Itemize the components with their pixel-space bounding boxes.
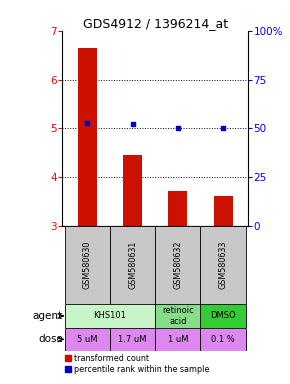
Text: DMSO: DMSO <box>210 311 236 321</box>
Bar <box>123 155 142 226</box>
FancyBboxPatch shape <box>65 304 155 328</box>
Text: retinoic
acid: retinoic acid <box>162 306 194 326</box>
Text: GSM580632: GSM580632 <box>173 241 182 290</box>
Text: 5 uM: 5 uM <box>77 335 97 344</box>
FancyBboxPatch shape <box>155 328 200 351</box>
Text: dose: dose <box>38 334 63 344</box>
Text: KHS101: KHS101 <box>93 311 126 321</box>
Bar <box>78 48 97 226</box>
FancyBboxPatch shape <box>155 226 200 304</box>
Text: GSM580631: GSM580631 <box>128 241 137 290</box>
Text: 1 uM: 1 uM <box>168 335 188 344</box>
FancyBboxPatch shape <box>200 328 246 351</box>
Point <box>221 125 225 131</box>
Bar <box>213 196 233 226</box>
Title: GDS4912 / 1396214_at: GDS4912 / 1396214_at <box>83 17 228 30</box>
Point <box>130 121 135 127</box>
FancyBboxPatch shape <box>200 226 246 304</box>
Text: 1.7 uM: 1.7 uM <box>118 335 147 344</box>
Point <box>85 119 90 126</box>
FancyBboxPatch shape <box>110 226 155 304</box>
Text: 0.1 %: 0.1 % <box>211 335 235 344</box>
Point <box>175 125 180 131</box>
Legend: transformed count, percentile rank within the sample: transformed count, percentile rank withi… <box>64 354 210 374</box>
Text: agent: agent <box>33 311 63 321</box>
FancyBboxPatch shape <box>200 304 246 328</box>
Text: GSM580630: GSM580630 <box>83 241 92 290</box>
Bar <box>168 191 187 226</box>
FancyBboxPatch shape <box>65 328 110 351</box>
FancyBboxPatch shape <box>110 328 155 351</box>
FancyBboxPatch shape <box>65 226 110 304</box>
Text: GSM580633: GSM580633 <box>219 241 228 290</box>
FancyBboxPatch shape <box>155 304 200 328</box>
